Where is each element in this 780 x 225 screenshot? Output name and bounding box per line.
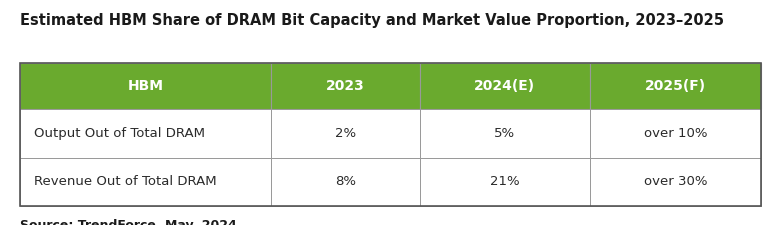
Bar: [20, 63, 760, 206]
Text: Estimated HBM Share of DRAM Bit Capacity and Market Value Proportion, 2023–2025: Estimated HBM Share of DRAM Bit Capacity…: [20, 14, 724, 29]
Bar: [271, 63, 420, 109]
Text: 21%: 21%: [490, 175, 519, 188]
Text: Revenue Out of Total DRAM: Revenue Out of Total DRAM: [34, 175, 216, 188]
Text: 8%: 8%: [335, 175, 356, 188]
Text: over 30%: over 30%: [644, 175, 707, 188]
Text: 2023: 2023: [326, 79, 365, 93]
Text: 2%: 2%: [335, 127, 356, 140]
Bar: [590, 63, 760, 109]
Bar: [590, 109, 760, 158]
Text: 2024(E): 2024(E): [474, 79, 535, 93]
Bar: [590, 158, 760, 206]
Text: Output Out of Total DRAM: Output Out of Total DRAM: [34, 127, 204, 140]
Bar: [420, 63, 590, 109]
Bar: [20, 158, 271, 206]
Text: 2025(F): 2025(F): [645, 79, 706, 93]
Bar: [20, 63, 271, 109]
Text: Source: TrendForce, May, 2024: Source: TrendForce, May, 2024: [20, 219, 236, 225]
Bar: [420, 109, 590, 158]
Text: over 10%: over 10%: [644, 127, 707, 140]
Text: HBM: HBM: [127, 79, 164, 93]
Bar: [420, 158, 590, 206]
Text: 5%: 5%: [495, 127, 516, 140]
Bar: [20, 109, 271, 158]
Bar: [271, 109, 420, 158]
Bar: [271, 158, 420, 206]
